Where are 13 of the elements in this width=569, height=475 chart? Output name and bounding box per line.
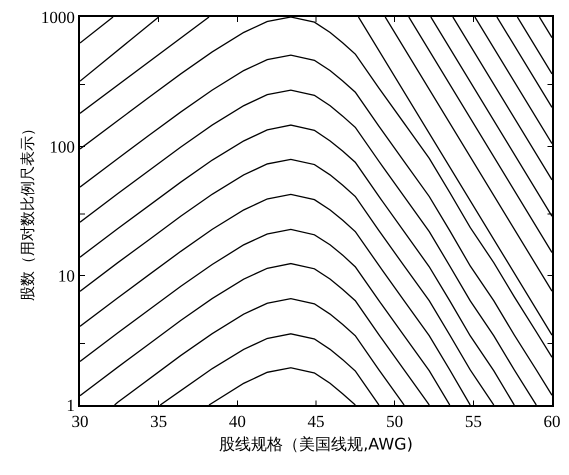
- x-tick-label: 50: [386, 412, 404, 432]
- y-tick-label: 100: [49, 137, 75, 156]
- x-tick-label: 55: [464, 412, 482, 432]
- y-tick-label: 1000: [40, 8, 75, 27]
- y-axis-title: 股数（用对数比例尺表示）: [18, 121, 37, 301]
- x-axis-title: 股线规格（美国线规,AWG): [219, 434, 413, 454]
- x-tick-label: 35: [150, 412, 168, 432]
- x-tick-label: 30: [72, 412, 88, 432]
- x-tick-label: 60: [544, 412, 560, 432]
- y-tick-label: 10: [58, 266, 75, 286]
- x-tick-label: 40: [228, 412, 246, 432]
- y-tick-label: 1: [66, 396, 75, 415]
- x-tick-label: 45: [308, 412, 324, 432]
